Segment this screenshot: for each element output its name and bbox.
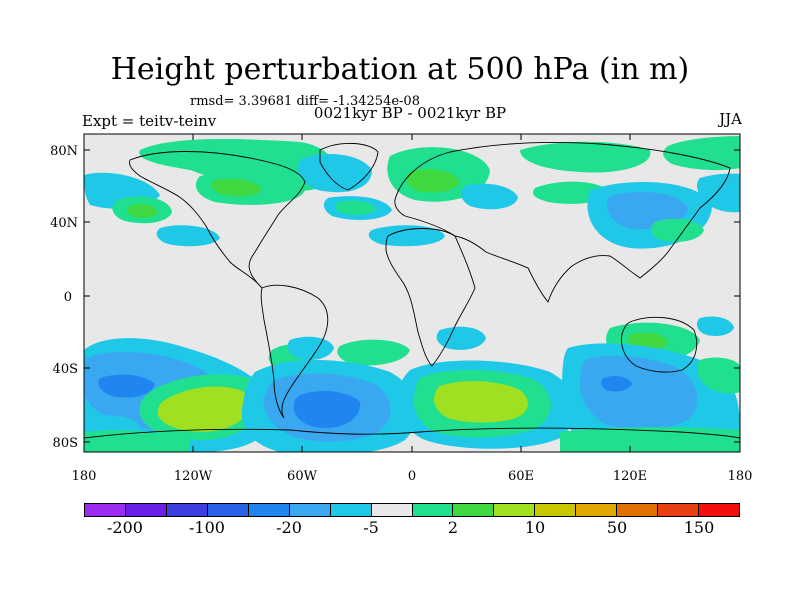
contour-tasman-teal bbox=[696, 357, 740, 394]
colorbar-swatch bbox=[330, 504, 372, 516]
contour-scandinavia-lightblue bbox=[460, 183, 518, 210]
colorbar-swatch bbox=[289, 504, 331, 516]
lat-label: 40S bbox=[53, 362, 78, 377]
period-label: 0021kyr BP - 0021kyr BP bbox=[313, 104, 507, 122]
lon-label: 120W bbox=[174, 469, 213, 484]
contour-indian-ocean-lightblue bbox=[436, 326, 486, 350]
colorbar-swatch bbox=[658, 504, 700, 516]
contour-atlantic-teal bbox=[335, 200, 376, 215]
season-label: JJA bbox=[719, 110, 742, 128]
lat-label: 40N bbox=[50, 216, 78, 231]
lon-label: 60W bbox=[287, 469, 318, 484]
contour-south-australia-blue bbox=[579, 355, 698, 430]
contour-australia-green bbox=[628, 332, 668, 350]
contour-south-atlantic-teal bbox=[337, 339, 410, 366]
colorbar-label: 150 bbox=[683, 518, 715, 537]
contour-arctic-russia-teal bbox=[520, 141, 651, 173]
colorbar-swatch bbox=[166, 504, 208, 516]
contour-north-pacific-green bbox=[127, 204, 158, 218]
lat-label: 80N bbox=[50, 144, 78, 159]
contour-south-australia-darkblue bbox=[601, 376, 632, 392]
contour-arctic-east-teal bbox=[663, 136, 740, 171]
contour-europe-green bbox=[406, 169, 460, 193]
colorbar-swatch bbox=[85, 504, 126, 516]
contour-east-pacific-lightblue bbox=[156, 225, 220, 247]
figure-title: Height perturbation at 500 hPa (in m) bbox=[110, 52, 690, 87]
colorbar-swatch bbox=[576, 504, 618, 516]
colorbar bbox=[84, 503, 740, 517]
colorbar-label: 2 bbox=[447, 518, 459, 537]
lon-label: 60E bbox=[508, 469, 534, 484]
colorbar-swatch bbox=[412, 504, 454, 516]
colorbar-swatch bbox=[617, 504, 659, 516]
coastline-greenland bbox=[319, 142, 379, 191]
field-contours bbox=[84, 136, 740, 452]
contour-south-indian-yellowgreen bbox=[434, 381, 528, 423]
coastline-north-america bbox=[129, 151, 306, 289]
colorbar-swatch bbox=[699, 504, 739, 516]
coastline-australia bbox=[621, 316, 698, 373]
colorbar-label: -5 bbox=[363, 518, 379, 537]
contour-drake-darkblue bbox=[293, 390, 361, 428]
colorbar-label: 10 bbox=[524, 518, 546, 537]
contour-mideast-lightblue bbox=[368, 225, 445, 247]
colorbar-swatch bbox=[371, 504, 413, 516]
lon-label: 180 bbox=[72, 469, 97, 484]
coastlines bbox=[84, 142, 740, 439]
colorbar-swatch bbox=[535, 504, 577, 516]
lon-label: 180 bbox=[728, 469, 753, 484]
colorbar-label: -200 bbox=[107, 518, 143, 537]
axis-ticks bbox=[83, 134, 741, 452]
coastline-south-america bbox=[260, 284, 329, 419]
lon-label: 120E bbox=[613, 469, 647, 484]
contour-southeast-pacific-darkblue bbox=[98, 374, 155, 398]
contour-arctic-teal bbox=[139, 139, 335, 192]
lat-label: 0 bbox=[64, 290, 72, 305]
lon-label: 0 bbox=[408, 469, 416, 484]
contour-north-america-green bbox=[211, 178, 262, 197]
contour-south-america-lightblue bbox=[287, 336, 334, 360]
coastline-africa bbox=[385, 228, 476, 367]
coastline-eurasia bbox=[394, 142, 731, 303]
colorbar-swatch bbox=[494, 504, 536, 516]
experiment-label: Expt = teitv-teinv bbox=[82, 112, 217, 130]
colorbar-label: -20 bbox=[276, 518, 302, 537]
lat-label: 80S bbox=[53, 436, 78, 451]
colorbar-label: -100 bbox=[189, 518, 225, 537]
colorbar-swatch bbox=[453, 504, 495, 516]
coastline-antarctica bbox=[84, 427, 740, 439]
stats-label: rmsd= 3.39681 diff= -1.34254e-08 bbox=[190, 94, 420, 109]
colorbar-swatch bbox=[207, 504, 249, 516]
contour-dateline-lightblue bbox=[697, 173, 740, 213]
colorbar-swatch bbox=[125, 504, 167, 516]
colorbar-label: 50 bbox=[606, 518, 628, 537]
contour-south-pacific-yellowgreen bbox=[157, 386, 251, 432]
contour-west-pacific-lightblue bbox=[696, 316, 734, 336]
colorbar-swatch bbox=[248, 504, 290, 516]
contour-greenland-lightblue bbox=[298, 154, 372, 193]
contour-east-asia-teal bbox=[650, 218, 704, 242]
